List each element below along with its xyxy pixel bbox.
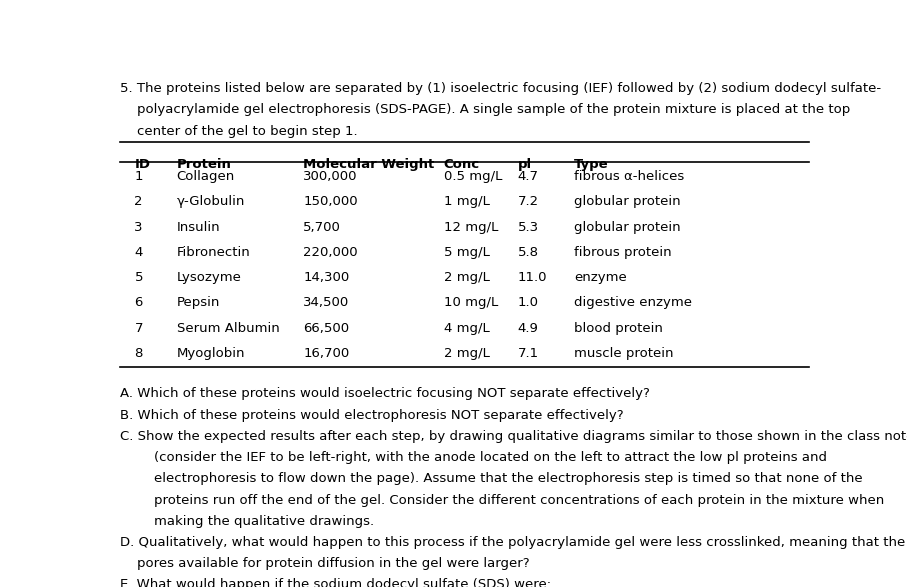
Text: Myoglobin: Myoglobin (177, 347, 245, 360)
Text: 14,300: 14,300 (303, 271, 349, 284)
Text: pl: pl (518, 158, 532, 171)
Text: Conc: Conc (444, 158, 480, 171)
Text: fibrous α-helices: fibrous α-helices (574, 170, 684, 183)
Text: 5. The proteins listed below are separated by (1) isoelectric focusing (IEF) fol: 5. The proteins listed below are separat… (121, 82, 882, 95)
Text: D. Qualitatively, what would happen to this process if the polyacrylamide gel we: D. Qualitatively, what would happen to t… (121, 536, 906, 549)
Text: 4 mg/L: 4 mg/L (444, 322, 490, 335)
Text: A. Which of these proteins would isoelectric focusing NOT separate effectively?: A. Which of these proteins would isoelec… (121, 387, 650, 400)
Text: Molecular Weight: Molecular Weight (303, 158, 434, 171)
Text: C. Show the expected results after each step, by drawing qualitative diagrams si: C. Show the expected results after each … (121, 430, 907, 443)
Text: center of the gel to begin step 1.: center of the gel to begin step 1. (121, 125, 358, 138)
Text: (consider the IEF to be left-right, with the anode located on the left to attrac: (consider the IEF to be left-right, with… (121, 451, 827, 464)
Text: globular protein: globular protein (574, 195, 680, 208)
Text: 5.8: 5.8 (518, 246, 539, 259)
Text: electrophoresis to flow down the page). Assume that the electrophoresis step is : electrophoresis to flow down the page). … (121, 473, 863, 485)
Text: 1.0: 1.0 (518, 296, 539, 309)
Text: muscle protein: muscle protein (574, 347, 673, 360)
Text: Fibronectin: Fibronectin (177, 246, 250, 259)
Text: 4.9: 4.9 (518, 322, 539, 335)
Text: E. What would happen if the sodium dodecyl sulfate (SDS) were:: E. What would happen if the sodium dodec… (121, 578, 551, 587)
Text: 7.1: 7.1 (518, 347, 539, 360)
Text: fibrous protein: fibrous protein (574, 246, 671, 259)
Text: globular protein: globular protein (574, 221, 680, 234)
Text: 5: 5 (134, 271, 143, 284)
Text: making the qualitative drawings.: making the qualitative drawings. (121, 515, 375, 528)
Text: 220,000: 220,000 (303, 246, 357, 259)
Text: Insulin: Insulin (177, 221, 220, 234)
Text: Lysozyme: Lysozyme (177, 271, 241, 284)
Text: 300,000: 300,000 (303, 170, 357, 183)
Text: 6: 6 (134, 296, 142, 309)
Text: Protein: Protein (177, 158, 231, 171)
Text: 1 mg/L: 1 mg/L (444, 195, 490, 208)
Text: 0.5 mg/L: 0.5 mg/L (444, 170, 502, 183)
Text: 5,700: 5,700 (303, 221, 341, 234)
Text: 2: 2 (134, 195, 143, 208)
Text: 16,700: 16,700 (303, 347, 349, 360)
Text: ID: ID (134, 158, 151, 171)
Text: 150,000: 150,000 (303, 195, 357, 208)
Text: 4.7: 4.7 (518, 170, 539, 183)
Text: digestive enzyme: digestive enzyme (574, 296, 692, 309)
Text: pores available for protein diffusion in the gel were larger?: pores available for protein diffusion in… (121, 557, 530, 570)
Text: Type: Type (574, 158, 609, 171)
Text: 10 mg/L: 10 mg/L (444, 296, 498, 309)
Text: B. Which of these proteins would electrophoresis NOT separate effectively?: B. Which of these proteins would electro… (121, 409, 624, 421)
Text: Serum Albumin: Serum Albumin (177, 322, 279, 335)
Text: proteins run off the end of the gel. Consider the different concentrations of ea: proteins run off the end of the gel. Con… (121, 494, 884, 507)
Text: γ-Globulin: γ-Globulin (177, 195, 245, 208)
Text: 66,500: 66,500 (303, 322, 349, 335)
Text: 12 mg/L: 12 mg/L (444, 221, 498, 234)
Text: 3: 3 (134, 221, 143, 234)
Text: Pepsin: Pepsin (177, 296, 220, 309)
Text: 4: 4 (134, 246, 142, 259)
Text: 2 mg/L: 2 mg/L (444, 271, 490, 284)
Text: 1: 1 (134, 170, 143, 183)
Text: 2 mg/L: 2 mg/L (444, 347, 490, 360)
Text: Collagen: Collagen (177, 170, 235, 183)
Text: 8: 8 (134, 347, 142, 360)
Text: 7: 7 (134, 322, 143, 335)
Text: 34,500: 34,500 (303, 296, 349, 309)
Text: enzyme: enzyme (574, 271, 627, 284)
Text: 11.0: 11.0 (518, 271, 547, 284)
Text: polyacrylamide gel electrophoresis (SDS-PAGE). A single sample of the protein mi: polyacrylamide gel electrophoresis (SDS-… (121, 103, 851, 116)
Text: 7.2: 7.2 (518, 195, 539, 208)
Text: blood protein: blood protein (574, 322, 663, 335)
Text: 5 mg/L: 5 mg/L (444, 246, 490, 259)
Text: 5.3: 5.3 (518, 221, 539, 234)
